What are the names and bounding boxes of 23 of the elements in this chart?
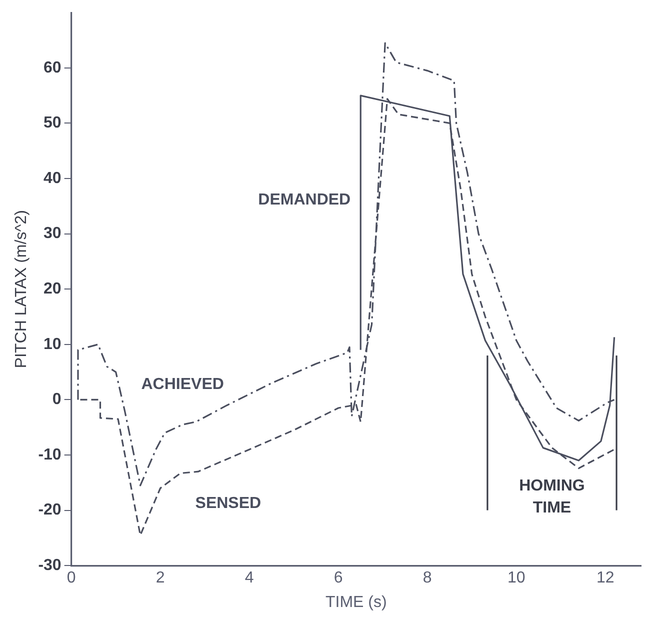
y-tick-label: 0 (52, 391, 62, 408)
y-tick-label: -20 (38, 502, 62, 519)
y-tick-label: 20 (44, 280, 62, 298)
x-tick-label: 4 (244, 570, 254, 587)
series-label: SENSED (195, 494, 262, 512)
y-tick-label: 10 (44, 336, 62, 353)
y-tick-label: -10 (38, 446, 62, 464)
x-tick-label: 2 (156, 570, 165, 587)
y-tick-label: -30 (38, 557, 62, 574)
x-tick-label: 8 (422, 570, 432, 587)
y-tick-label: 40 (44, 170, 62, 187)
x-tick-label: 6 (334, 570, 343, 587)
x-axis-title: TIME (s) (326, 594, 387, 611)
x-tick-label: 12 (596, 570, 614, 587)
y-tick-label: 60 (44, 59, 62, 76)
y-tick-label: 30 (44, 225, 62, 242)
x-tick-label: 10 (507, 570, 526, 587)
annotation: HOMING TIME (519, 478, 585, 517)
y-tick-label: 50 (44, 114, 62, 132)
series-label: ACHIEVED (141, 376, 224, 393)
series-label: DEMANDED (258, 191, 351, 208)
y-axis-title: PITCH LATAX (m/s^2) (13, 210, 30, 368)
x-tick-label: 0 (66, 570, 76, 587)
